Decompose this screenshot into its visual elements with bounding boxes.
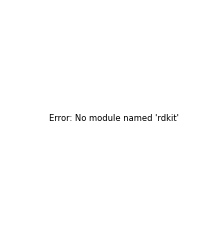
Text: Error: No module named 'rdkit': Error: No module named 'rdkit' (49, 114, 179, 123)
